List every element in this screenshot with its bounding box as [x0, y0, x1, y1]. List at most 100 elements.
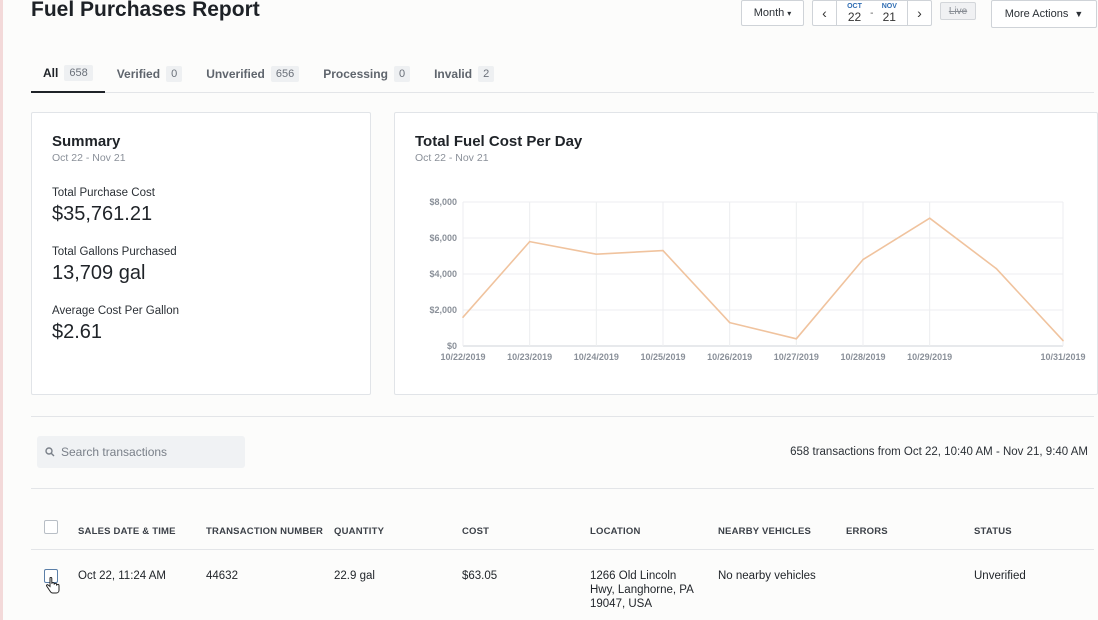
y-tick-label: $0 [447, 341, 457, 351]
data-point [928, 217, 931, 219]
tab-label: Processing [323, 66, 388, 81]
y-tick-label: $8,000 [429, 197, 457, 207]
chart-title: Total Fuel Cost Per Day [415, 133, 583, 150]
date-range-picker[interactable]: ‹ OCT 22 - NOV 21 › [812, 0, 932, 26]
prev-period-button[interactable]: ‹ [813, 1, 837, 25]
data-point [528, 240, 531, 243]
cell-status: Unverified [974, 570, 1026, 582]
section-divider [31, 416, 1094, 417]
data-point [662, 249, 664, 252]
search-icon [45, 447, 55, 457]
cell-date: Oct 22, 11:24 AM [78, 570, 167, 582]
tab-count: 0 [166, 65, 183, 82]
tab-count: 0 [393, 65, 411, 82]
x-tick-label: 10/25/2019 [640, 352, 685, 362]
tab-all[interactable]: All 658 [31, 55, 105, 93]
col-cost[interactable]: COST [462, 526, 490, 537]
location-line: 19047, USA [590, 598, 653, 610]
search-box[interactable] [37, 436, 245, 468]
total-gallons-value: 13,709 gal [52, 262, 146, 284]
page-title: Fuel Purchases Report [31, 0, 260, 21]
table-row[interactable]: Oct 22, 11:24 AM 44632 22.9 gal $63.05 1… [31, 551, 1094, 620]
x-tick-label: 10/28/2019 [840, 352, 885, 362]
cell-transaction-number: 44632 [206, 570, 238, 582]
tab-invalid[interactable]: Invalid 2 [422, 55, 506, 92]
fuel-cost-line-chart: $0 $2,000 $4,000 $6,000 $8,000 10/22/2019 10/2… [429, 197, 1085, 362]
table-header: SALES DATE & TIME TRANSACTION NUMBER QUA… [31, 514, 1094, 550]
col-location[interactable]: LOCATION [590, 526, 641, 537]
total-purchase-cost-value: $35,761.21 [52, 203, 153, 225]
end-month: NOV [881, 3, 897, 10]
more-actions-label: More Actions [1004, 8, 1069, 20]
month-dropdown[interactable]: Month ▾ [741, 0, 804, 26]
caret-down-icon: ▾ [787, 8, 792, 18]
series-line [462, 217, 1064, 342]
next-period-button[interactable]: › [907, 1, 931, 25]
col-status[interactable]: STATUS [974, 526, 1012, 537]
status-tabs: All 658 Verified 0 Unverified 656 Proces… [31, 55, 1094, 93]
total-gallons-label: Total Gallons Purchased [52, 246, 177, 258]
location-line: Hwy, Langhorne, PA [590, 584, 694, 596]
section-divider [31, 488, 1094, 489]
start-day: 22 [847, 10, 862, 24]
data-point [595, 253, 598, 255]
tab-label: All [43, 66, 59, 80]
x-tick-label: 10/29/2019 [907, 352, 952, 362]
chevron-left-icon: ‹ [822, 5, 827, 21]
hand-cursor-icon [46, 577, 60, 594]
chart-range: Oct 22 - Nov 21 [415, 152, 489, 164]
y-tick-label: $2,000 [429, 305, 457, 315]
date-separator: - [870, 7, 874, 19]
tab-count: 2 [478, 65, 495, 82]
x-tick-label: 10/31/2019 [1040, 352, 1085, 362]
tab-count: 656 [270, 65, 300, 82]
location-line: 1266 Old Lincoln [590, 570, 677, 582]
live-toggle[interactable]: Live [940, 2, 976, 20]
data-point [995, 267, 998, 270]
x-tick-label: 10/23/2019 [507, 352, 552, 362]
search-input[interactable] [61, 445, 231, 459]
x-tick-label: 10/24/2019 [574, 352, 619, 362]
fuel-cost-chart-card: Total Fuel Cost Per Day Oct 22 - Nov 21 … [394, 112, 1098, 395]
tab-verified[interactable]: Verified 0 [105, 55, 194, 92]
x-tick-label: 10/27/2019 [774, 352, 819, 362]
tab-count: 658 [64, 65, 93, 81]
col-transaction-number[interactable]: TRANSACTION NUMBER [206, 526, 324, 537]
summary-card: Summary Oct 22 - Nov 21 Total Purchase C… [31, 112, 371, 395]
cell-cost: $63.05 [462, 570, 498, 582]
x-tick-label: 10/22/2019 [440, 352, 485, 362]
cell-location: 1266 Old Lincoln Hwy, Langhorne, PA 1904… [590, 569, 694, 611]
month-label: Month [753, 7, 785, 19]
x-tick-label: 10/26/2019 [707, 352, 752, 362]
start-month: OCT [847, 3, 862, 10]
more-actions-button[interactable]: More Actions ▼ [991, 0, 1097, 28]
tab-unverified[interactable]: Unverified 656 [194, 55, 311, 92]
total-purchase-cost-label: Total Purchase Cost [52, 187, 155, 199]
avg-cost-label: Average Cost Per Gallon [52, 305, 179, 317]
end-date[interactable]: NOV 21 [882, 3, 897, 23]
col-errors[interactable]: ERRORS [846, 526, 888, 537]
data-point [862, 258, 864, 261]
y-tick-label: $4,000 [429, 269, 457, 279]
caret-down-icon: ▼ [1074, 9, 1084, 19]
transactions-summary: 658 transactions from Oct 22, 10:40 AM -… [790, 446, 1088, 458]
col-nearby-vehicles[interactable]: NEARBY VEHICLES [718, 526, 812, 537]
summary-range: Oct 22 - Nov 21 [52, 152, 126, 164]
cell-quantity: 22.9 gal [334, 570, 375, 582]
select-all-checkbox[interactable] [44, 520, 58, 534]
data-point [1062, 339, 1064, 342]
avg-cost-value: $2.61 [52, 321, 103, 343]
data-point [728, 321, 731, 324]
tab-label: Invalid [434, 66, 473, 81]
col-sales-date[interactable]: SALES DATE & TIME [78, 526, 176, 537]
tab-processing[interactable]: Processing 0 [311, 55, 422, 92]
end-day: 21 [882, 10, 896, 24]
start-date[interactable]: OCT 22 [847, 3, 862, 23]
data-point [795, 338, 798, 340]
col-quantity[interactable]: QUANTITY [334, 526, 385, 537]
cell-nearby-vehicles: No nearby vehicles [718, 570, 816, 582]
y-tick-label: $6,000 [429, 233, 457, 243]
summary-title: Summary [52, 133, 121, 150]
tab-label: Unverified [206, 66, 265, 81]
data-point [462, 316, 464, 318]
